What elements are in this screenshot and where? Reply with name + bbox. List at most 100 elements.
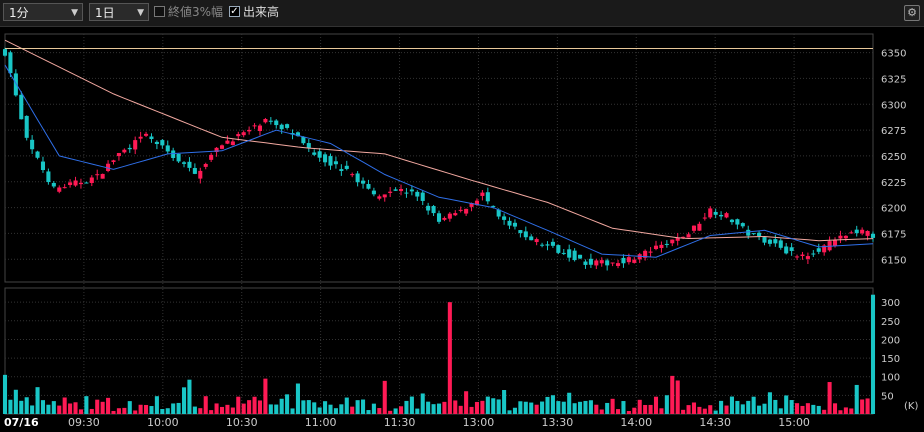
volume-bar [485, 396, 490, 414]
candle-body [822, 245, 827, 253]
candle-body [594, 260, 599, 266]
volume-bar [30, 405, 35, 414]
candle-body [474, 200, 480, 205]
volume-bar [111, 410, 116, 414]
candle-body [816, 248, 821, 252]
intraday-chart[interactable]: 6150 6175 6200 6225 6250 6275 6300 6325 6350 50 1… [0, 26, 924, 432]
volume-bar [784, 395, 789, 414]
volume-bar [127, 401, 132, 414]
candle-body [605, 260, 610, 266]
interval-select[interactable]: 1分 ▼ [3, 3, 83, 21]
volume-bar [865, 398, 870, 414]
candle-body [648, 251, 653, 253]
candle-body [350, 174, 355, 176]
time-tick-label: 10:00 [147, 416, 179, 429]
time-axis: 09:30 10:00 10:30 11:00 11:30 13:00 13:30 14:00… [68, 416, 810, 429]
period-select[interactable]: 1日 ▼ [89, 3, 149, 21]
volume-bar [176, 402, 181, 414]
volume-bar [409, 396, 414, 414]
volume-bar [719, 400, 724, 414]
candle-body [491, 205, 496, 207]
price-axis: 6150 6175 6200 6225 6250 6275 6300 6325 6350 [881, 49, 906, 267]
candle-body [78, 182, 83, 185]
volume-bar [702, 408, 707, 414]
candle-body [8, 52, 13, 74]
volume-bar [469, 406, 474, 414]
volume-bar [534, 404, 539, 414]
volume-bar [361, 399, 366, 414]
candle-body [420, 192, 425, 201]
candle-body [556, 245, 561, 253]
candle-body [702, 217, 707, 219]
candle-body [615, 263, 621, 266]
candle-body [713, 211, 718, 215]
volume-checkbox[interactable]: ✓ [229, 6, 240, 17]
candle-body [724, 213, 729, 218]
candle-body [464, 208, 469, 214]
volume-tick-label: 250 [881, 317, 900, 328]
candle-body [154, 141, 159, 145]
candle-body [62, 187, 67, 189]
volume-bar [578, 401, 583, 414]
volume-bar [691, 402, 697, 414]
candle-body [274, 120, 279, 126]
volume-bar [860, 399, 865, 414]
volume-bar [144, 404, 149, 414]
volume-bar [550, 395, 555, 414]
price-tick-label: 6175 [881, 229, 906, 240]
volume-bar [436, 403, 442, 414]
price-tick-label: 6300 [881, 100, 906, 111]
candle-body [832, 240, 838, 246]
volume-bar [393, 408, 398, 414]
gear-icon[interactable]: ⚙ [904, 5, 920, 21]
price-tick-label: 6275 [881, 126, 906, 137]
chevron-down-icon: ▼ [71, 8, 78, 18]
volume-bar [447, 302, 452, 414]
volume-tick-label: 200 [881, 335, 900, 346]
volume-bar [686, 405, 691, 414]
volume-bar [605, 402, 610, 414]
candle-body [127, 147, 132, 150]
candle-body [279, 124, 284, 130]
volume-bar [767, 392, 772, 414]
volume-bar [838, 410, 843, 414]
candle-body [561, 252, 566, 254]
time-tick-label: 11:00 [305, 416, 337, 429]
candle-body [13, 73, 18, 96]
volume-bar [89, 408, 94, 414]
volume-bar [474, 401, 480, 414]
candle-body [181, 162, 187, 164]
volume-bar [198, 408, 203, 414]
volume-bar [523, 401, 528, 414]
volume-bar [795, 403, 800, 414]
volume-tick-label: 150 [881, 354, 900, 365]
volume-bar [615, 409, 621, 414]
candle-body [2, 49, 8, 56]
candle-body [100, 173, 105, 179]
candle-body [19, 94, 24, 120]
price-candles [2, 47, 876, 271]
volume-tick-label: 50 [881, 391, 894, 402]
volume-bar [8, 399, 13, 414]
volume-bar [420, 393, 425, 414]
volume-bar [268, 404, 273, 414]
volume-bar [344, 397, 349, 414]
candle-body [46, 171, 51, 183]
candle-body [301, 136, 306, 144]
candle-body [306, 143, 311, 149]
candle-body [84, 182, 89, 184]
volume-bar [247, 400, 252, 414]
volume-axis: 50 100 150 200 250 300 [881, 298, 900, 402]
volume-bar [453, 400, 458, 414]
volume-bar [225, 404, 230, 414]
volume-bar [382, 380, 387, 414]
volume-bar [404, 400, 409, 414]
candle-body [73, 180, 78, 186]
candle-body [344, 165, 349, 169]
close-range-checkbox[interactable] [154, 6, 165, 17]
volume-bar [398, 406, 404, 414]
candle-body [632, 259, 637, 263]
price-tick-label: 6325 [881, 74, 906, 85]
long-moving-average-line [4, 39, 874, 242]
volume-bar [171, 403, 176, 414]
